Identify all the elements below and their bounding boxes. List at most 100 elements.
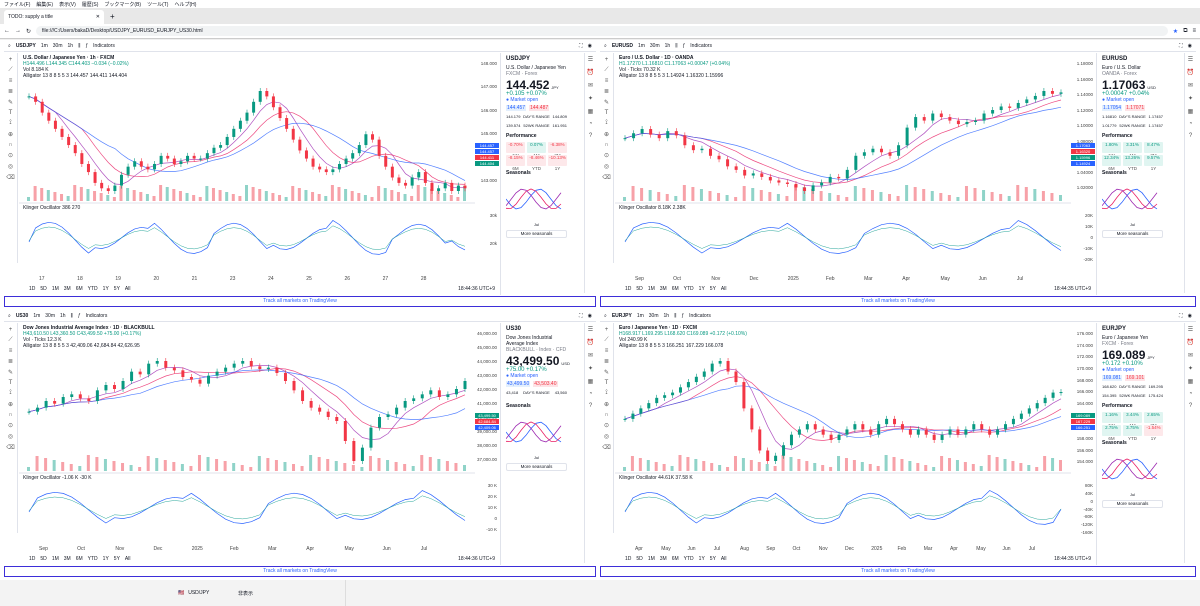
magnet-icon[interactable]: ∩ xyxy=(8,412,13,418)
trash-icon[interactable]: ⌫ xyxy=(602,445,611,451)
forward-icon[interactable]: → xyxy=(15,28,21,34)
range-button[interactable]: 5Y xyxy=(709,286,716,292)
new-tab-icon[interactable]: + xyxy=(110,12,115,21)
menu-item[interactable]: ブックマーク(B) xyxy=(104,1,142,8)
range-button[interactable]: YTD xyxy=(87,556,98,562)
interval-button[interactable]: 1h xyxy=(664,42,671,49)
range-button[interactable]: 5Y xyxy=(113,286,120,292)
menu-item[interactable]: 表示(V) xyxy=(59,1,76,8)
close-tab-icon[interactable]: ✕ xyxy=(95,14,100,20)
measure-icon[interactable]: ⟟ xyxy=(605,390,608,396)
notifications-icon[interactable]: ◔ xyxy=(1188,121,1193,127)
text-icon[interactable]: T xyxy=(604,380,609,386)
interval-button[interactable]: 1h xyxy=(663,312,670,319)
chat-icon[interactable]: ✉ xyxy=(587,353,594,359)
interval-button[interactable]: 1m xyxy=(637,42,645,49)
range-button[interactable]: All xyxy=(124,556,131,562)
fullscreen-icon[interactable]: ⛶ xyxy=(1179,42,1183,49)
interval-button[interactable]: 1h xyxy=(60,312,66,319)
range-button[interactable]: YTD xyxy=(683,286,694,292)
calendar-icon[interactable]: ▦ xyxy=(1187,109,1194,115)
chat-icon[interactable]: ✉ xyxy=(1187,83,1194,89)
crosshair-icon[interactable]: + xyxy=(8,57,13,63)
alert-icon[interactable]: ⏰ xyxy=(586,340,595,346)
more-seasonals-button[interactable]: More seasonals xyxy=(506,463,567,471)
help-icon[interactable]: ? xyxy=(1188,133,1193,139)
candle-style-icon[interactable]: ⫼ xyxy=(70,312,73,319)
fib-icon[interactable]: ≡ xyxy=(604,78,609,84)
range-button[interactable]: 1D xyxy=(29,556,36,562)
brush-icon[interactable]: ✎ xyxy=(603,100,610,106)
indicators-button[interactable]: Indicators xyxy=(690,42,712,49)
range-button[interactable]: All xyxy=(720,286,727,292)
pattern-icon[interactable]: ≣ xyxy=(7,89,14,95)
range-button[interactable]: 5Y xyxy=(113,556,120,562)
range-button[interactable]: 6M xyxy=(75,556,83,562)
track-all-markets-link[interactable]: Track all markets on TradingView xyxy=(600,296,1196,307)
range-button[interactable]: 5Y xyxy=(709,556,716,562)
chat-icon[interactable]: ✉ xyxy=(587,83,594,89)
range-button[interactable]: 1M xyxy=(647,556,655,562)
range-button[interactable]: 1Y xyxy=(102,556,109,562)
crosshair-icon[interactable]: + xyxy=(604,57,609,63)
range-button[interactable]: 1Y xyxy=(102,286,109,292)
trendline-icon[interactable]: ⟋ xyxy=(8,337,13,343)
range-button[interactable]: 6M xyxy=(671,556,679,562)
candle-style-icon[interactable]: ⫼ xyxy=(675,42,678,49)
alert-icon[interactable]: ⏰ xyxy=(1186,340,1195,346)
menu-item[interactable]: 履歴(S) xyxy=(81,1,99,8)
back-icon[interactable]: ← xyxy=(4,28,10,34)
range-button[interactable]: 5D xyxy=(636,286,643,292)
range-button[interactable]: 1D xyxy=(625,286,632,292)
chart-pane[interactable]: Euro / U.S. Dollar · 1D · OANDA H1.17270 … xyxy=(615,53,1095,283)
fib-icon[interactable]: ≡ xyxy=(8,78,13,84)
interval-button[interactable]: 30m xyxy=(52,42,63,49)
chart-pane[interactable]: U.S. Dollar / Japanese Yen · 1h · FXCM H1… xyxy=(19,53,499,283)
range-button[interactable]: 5D xyxy=(40,286,47,292)
candle-style-icon[interactable]: ⫼ xyxy=(674,312,677,319)
trendline-icon[interactable]: ⟋ xyxy=(8,67,13,73)
interval-button[interactable]: 1m xyxy=(33,312,41,319)
lock-icon[interactable]: ⊙ xyxy=(7,423,14,429)
interval-button[interactable]: 30m xyxy=(649,42,660,49)
crosshair-icon[interactable]: + xyxy=(8,327,13,333)
magnet-icon[interactable]: ∩ xyxy=(604,412,609,418)
help-icon[interactable]: ? xyxy=(588,133,593,139)
range-button[interactable]: 1Y xyxy=(698,286,705,292)
range-button[interactable]: 3M xyxy=(659,556,667,562)
range-button[interactable]: 6M xyxy=(671,286,679,292)
bookmark-star-icon[interactable]: ★ xyxy=(1172,28,1179,35)
notifications-icon[interactable]: ◔ xyxy=(588,121,593,127)
indicators-button[interactable]: Indicators xyxy=(85,312,108,319)
interval-button[interactable]: 1m xyxy=(636,312,644,319)
taskbar-hidden[interactable]: 非表示 xyxy=(238,590,278,597)
trendline-icon[interactable]: ⟋ xyxy=(604,67,609,73)
eye-icon[interactable]: ◎ xyxy=(603,164,610,170)
interval-button[interactable]: 30m xyxy=(45,312,56,319)
alert-icon[interactable]: ⏰ xyxy=(586,70,595,76)
range-button[interactable]: 3M xyxy=(63,556,71,562)
range-button[interactable]: 1D xyxy=(625,556,632,562)
calendar-icon[interactable]: ▦ xyxy=(1187,379,1194,385)
range-button[interactable]: 1M xyxy=(51,556,59,562)
menu-item[interactable]: 編集(E) xyxy=(36,1,54,8)
text-icon[interactable]: T xyxy=(8,110,13,116)
range-button[interactable]: 5D xyxy=(636,556,643,562)
eye-icon[interactable]: ◎ xyxy=(603,434,610,440)
range-button[interactable]: 1D xyxy=(29,286,36,292)
range-button[interactable]: 3M xyxy=(659,286,667,292)
track-all-markets-link[interactable]: Track all markets on TradingView xyxy=(600,566,1196,577)
interval-button[interactable]: 1h xyxy=(67,42,74,49)
zoom-icon[interactable]: ⊕ xyxy=(7,132,14,138)
eye-icon[interactable]: ◎ xyxy=(7,164,14,170)
more-seasonals-button[interactable]: More seasonals xyxy=(1102,230,1163,238)
eye-icon[interactable]: ◎ xyxy=(7,434,14,440)
zoom-icon[interactable]: ⊕ xyxy=(603,402,610,408)
search-icon[interactable]: ⌕ xyxy=(604,312,607,319)
extensions-icon[interactable]: ⧉ xyxy=(1183,27,1188,34)
watchlist-icon[interactable]: ☰ xyxy=(1187,327,1194,333)
search-icon[interactable]: ⌕ xyxy=(8,312,11,319)
range-button[interactable]: All xyxy=(720,556,727,562)
range-button[interactable]: 1M xyxy=(647,286,655,292)
browser-tab[interactable]: TODO: supply a title ✕ xyxy=(4,10,104,24)
